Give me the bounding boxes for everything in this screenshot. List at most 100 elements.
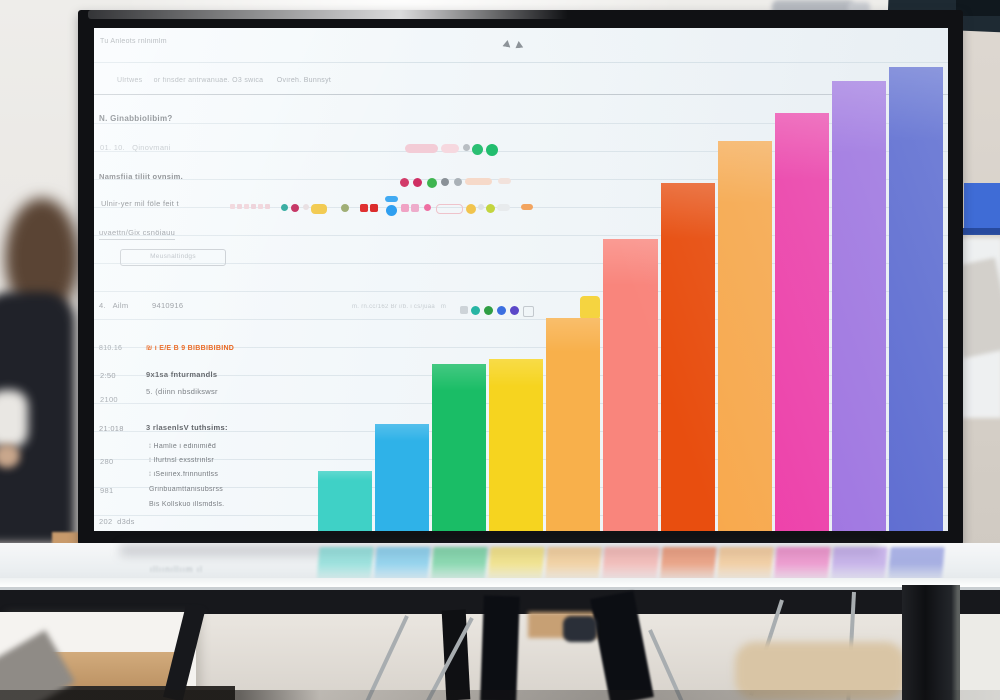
- status-dot: [237, 204, 242, 209]
- screen-text-row: N. Ginabbiolibim?: [99, 114, 173, 123]
- status-dot: [360, 204, 368, 212]
- status-dot: [521, 204, 533, 210]
- dark-pillar: [902, 585, 960, 700]
- bar-7: [660, 183, 715, 531]
- screen-text-row: 4. Ailm: [99, 301, 129, 310]
- status-dot: [441, 144, 459, 153]
- screen-text-row: Ulnir-yer mil föle feit t: [101, 199, 179, 208]
- status-dot: [413, 178, 422, 187]
- screen-text-row: 810.16: [99, 345, 123, 352]
- status-dot: [441, 178, 449, 186]
- bar-9: [774, 113, 829, 531]
- status-dot: [311, 204, 327, 214]
- screen-text-row: 9x1sa fnturmandls: [146, 370, 218, 379]
- status-dot: [484, 306, 493, 315]
- bar-10: [831, 81, 886, 531]
- status-dot: [411, 204, 419, 212]
- status-dot: [258, 204, 263, 209]
- status-dot: [405, 144, 438, 153]
- table-glass-lip: [0, 587, 1000, 591]
- bottom-shadow: [0, 690, 1000, 700]
- bar-11: [888, 67, 944, 531]
- status-dot: [472, 144, 483, 155]
- status-dot: [341, 204, 349, 212]
- status-dot: [497, 204, 510, 211]
- status-dot: [251, 204, 256, 209]
- screen-text-row: m. rn.cc/162 Br i/b. i cs/juaa m: [352, 304, 447, 310]
- status-dot: [400, 178, 409, 187]
- screen-text-row: ⁞ Ifurtnsl exsstrinlsr: [149, 457, 214, 464]
- screen-text-row: Bis Kollskuo illsmdsls.: [149, 501, 225, 508]
- bezel-reflection: [88, 10, 568, 19]
- screen-text-row: ⁞ Hamlie i edinimiēd: [149, 443, 217, 450]
- status-dot: [230, 204, 235, 209]
- header-rule-soft: [94, 62, 948, 63]
- floor-right-patch: [960, 614, 1000, 700]
- bar-6: [603, 239, 658, 531]
- person-silhouette-sleeve: [0, 390, 28, 448]
- status-dot: [463, 144, 470, 151]
- status-dot: [291, 204, 299, 212]
- screen-text-row: 5. (diinn nbsdikswsr: [146, 387, 218, 396]
- reflected-text: ıllıınıllıım ıl: [150, 565, 203, 574]
- screen-text-row: 981: [100, 486, 114, 495]
- status-dot: [454, 178, 462, 186]
- screen-text-row: 01. 10. Qinovmani: [100, 143, 171, 152]
- yellow-sticky-note: [580, 296, 600, 320]
- status-dot: [427, 178, 437, 188]
- status-dot: [460, 306, 468, 314]
- dark-bag: [563, 616, 597, 642]
- small-triangle-mark: [515, 41, 524, 49]
- bar-2: [375, 424, 430, 531]
- screen-text-row: 280: [100, 457, 114, 466]
- header-rule: [94, 94, 948, 95]
- status-dot: [303, 204, 309, 210]
- small-triangle-mark: [502, 39, 511, 47]
- screen-text-row: 2100: [100, 395, 118, 404]
- table-edge-highlight: [0, 578, 1000, 587]
- bar-8: [717, 141, 772, 531]
- status-dot: [486, 144, 498, 156]
- status-dot: [466, 204, 476, 214]
- status-dot: [486, 204, 495, 213]
- ceiling-corner-shadow-2: [956, 0, 1000, 16]
- screen-text-row: ₪ i E/E B 9 BIBBIBIBIND: [146, 345, 235, 352]
- status-dot: [401, 204, 409, 212]
- screen-text-row: ⁞ iSeiiriex.frinnuntlss: [149, 471, 219, 478]
- screen-text-row: Tu Anleots rnlnimlm: [100, 38, 167, 45]
- status-dot: [497, 306, 506, 315]
- screen-text-row: 3 rlasenlsV tuthsims:: [146, 423, 228, 432]
- status-dot: [465, 178, 492, 185]
- screen-button: Meusnaltindgs: [120, 249, 226, 266]
- screen-text-row: 21:018: [99, 424, 124, 433]
- blue-chair-back: [964, 183, 1000, 233]
- screen-text-row: Ulrtwes or finsder antrwanuae. O3 swica …: [117, 77, 332, 84]
- status-dot: [370, 204, 378, 212]
- tv-display: Tu Anleots rnlnimlm Ulrtwes or finsder an…: [78, 10, 963, 545]
- status-dot: [471, 306, 480, 315]
- tv-screen: Tu Anleots rnlnimlm Ulrtwes or finsder an…: [94, 28, 948, 531]
- status-dot: [281, 204, 288, 211]
- status-dot: [436, 204, 463, 214]
- screen-text-row: Namsfiia tiliit ovnsim.: [99, 172, 184, 181]
- screen-text-row: 202 d3ds: [99, 517, 135, 526]
- screen-text-row: uvaettn/Gix csnöiauu: [99, 229, 176, 240]
- status-dot: [424, 204, 431, 211]
- screen-text-row: Grinbuamttanisubsrss: [149, 486, 224, 493]
- status-dot: [523, 306, 534, 317]
- status-dot: [244, 204, 249, 209]
- person-leg-left: [480, 595, 520, 700]
- screen-text-row: 2:50: [100, 371, 116, 380]
- bar-5: [546, 318, 601, 531]
- bar-1: [318, 471, 373, 531]
- bar-3: [432, 364, 487, 531]
- status-dot: [510, 306, 519, 315]
- status-dot: [498, 178, 511, 184]
- tv-shadow: [120, 544, 880, 556]
- status-dot: [386, 205, 397, 216]
- blue-chair-base: [960, 228, 1000, 235]
- bar-chart: [318, 61, 944, 531]
- status-dot: [265, 204, 270, 209]
- status-dot: [385, 196, 398, 202]
